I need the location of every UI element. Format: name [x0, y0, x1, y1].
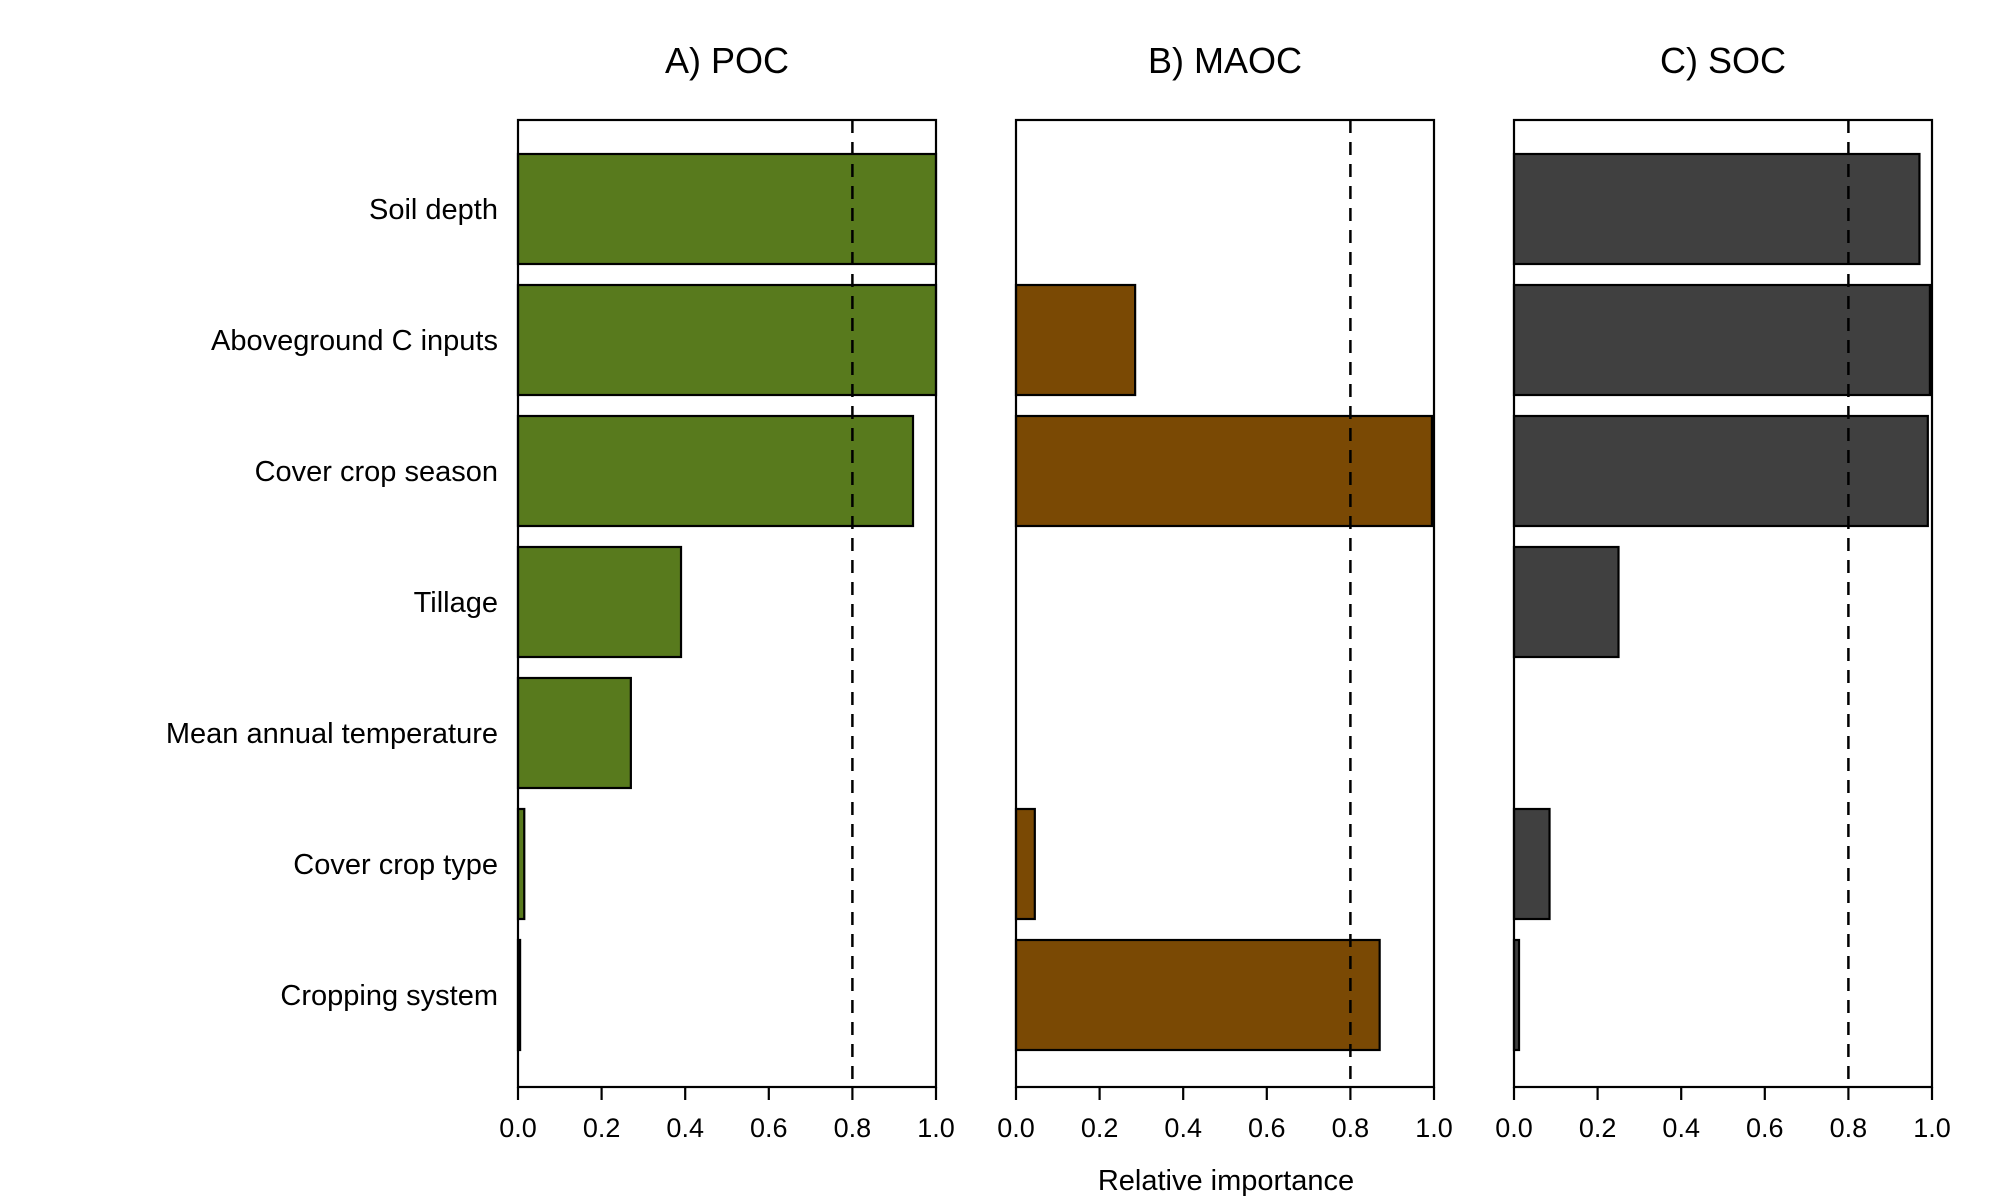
bar-b-maoc-cropping-system — [1014, 938, 1381, 1052]
x-tick-label-c-soc-0-8: 0.8 — [1830, 1113, 1868, 1143]
bar-c-soc-cover-crop-type — [1512, 807, 1551, 921]
panel-frame-b-maoc — [1014, 118, 1436, 1089]
bar-c-soc-cover-crop-season — [1512, 414, 1929, 528]
x-tick-label-b-maoc-0-0: 0.0 — [997, 1113, 1035, 1143]
bar-a-poc-cover-crop-season — [516, 414, 915, 528]
bar-a-poc-soil-depth — [516, 152, 938, 266]
x-tick-label-c-soc-0-0: 0.0 — [1495, 1113, 1533, 1143]
category-label-soil-depth: Soil depth — [369, 194, 498, 226]
x-tick-label-c-soc-0-2: 0.2 — [1579, 1113, 1617, 1143]
bar-a-poc-tillage — [516, 545, 683, 659]
category-label-cropping-system: Cropping system — [280, 980, 498, 1012]
x-tick-label-c-soc-1-0: 1.0 — [1913, 1113, 1951, 1143]
bar-b-maoc-cover-crop-season — [1014, 414, 1434, 528]
x-tick-label-b-maoc-0-2: 0.2 — [1081, 1113, 1119, 1143]
x-tick-label-b-maoc-0-6: 0.6 — [1248, 1113, 1286, 1143]
panel-b-maoc: B) MAOC 0.0 0.2 0.4 0.6 0.8 1.0 — [997, 40, 1453, 1143]
chart-panels: A) POC 0.0 0.2 0.4 0.6 0.8 1.0 B) MAOC 0.0 0.2 0.4… — [499, 40, 1951, 1143]
category-labels: Soil depth Aboveground C inputs Cover crop… — [166, 194, 498, 1012]
panel-title-a-poc: A) POC — [665, 40, 789, 81]
bar-b-maoc-aboveground-c-inputs — [1014, 283, 1137, 397]
panel-frame-a-poc — [516, 118, 938, 1089]
x-tick-label-a-poc-0-4: 0.4 — [666, 1113, 704, 1143]
category-label-cover-crop-season: Cover crop season — [255, 456, 498, 488]
panel-c-soc: C) SOC 0.0 0.2 0.4 0.6 0.8 1.0 — [1495, 40, 1951, 1143]
x-tick-label-a-poc-0-2: 0.2 — [583, 1113, 621, 1143]
x-tick-label-a-poc-0-0: 0.0 — [499, 1113, 537, 1143]
bar-b-maoc-cover-crop-type — [1014, 807, 1036, 921]
panel-a-poc: A) POC 0.0 0.2 0.4 0.6 0.8 1.0 — [499, 40, 955, 1143]
x-tick-label-b-maoc-1-0: 1.0 — [1415, 1113, 1453, 1143]
bar-a-poc-mean-annual-temperature — [516, 676, 632, 790]
category-label-tillage: Tillage — [414, 587, 498, 619]
category-label-mean-annual-temperature: Mean annual temperature — [166, 718, 498, 750]
bar-a-poc-aboveground-c-inputs — [516, 283, 938, 397]
panel-title-c-soc: C) SOC — [1660, 40, 1786, 81]
x-tick-label-a-poc-1-0: 1.0 — [917, 1113, 955, 1143]
x-axis-label: Relative importance — [1098, 1165, 1354, 1197]
category-label-aboveground-c-inputs: Aboveground C inputs — [211, 325, 498, 357]
x-tick-label-b-maoc-0-4: 0.4 — [1164, 1113, 1202, 1143]
x-tick-label-a-poc-0-6: 0.6 — [750, 1113, 788, 1143]
x-tick-label-b-maoc-0-8: 0.8 — [1332, 1113, 1370, 1143]
x-tick-label-a-poc-0-8: 0.8 — [834, 1113, 872, 1143]
x-tick-label-c-soc-0-6: 0.6 — [1746, 1113, 1784, 1143]
bar-c-soc-tillage — [1512, 545, 1620, 659]
panel-title-b-maoc: B) MAOC — [1148, 40, 1302, 81]
panel-frame-c-soc — [1512, 118, 1934, 1089]
bar-c-soc-soil-depth — [1512, 152, 1921, 266]
bar-c-soc-aboveground-c-inputs — [1512, 283, 1932, 397]
category-label-cover-crop-type: Cover crop type — [293, 849, 498, 881]
x-tick-label-c-soc-0-4: 0.4 — [1662, 1113, 1700, 1143]
